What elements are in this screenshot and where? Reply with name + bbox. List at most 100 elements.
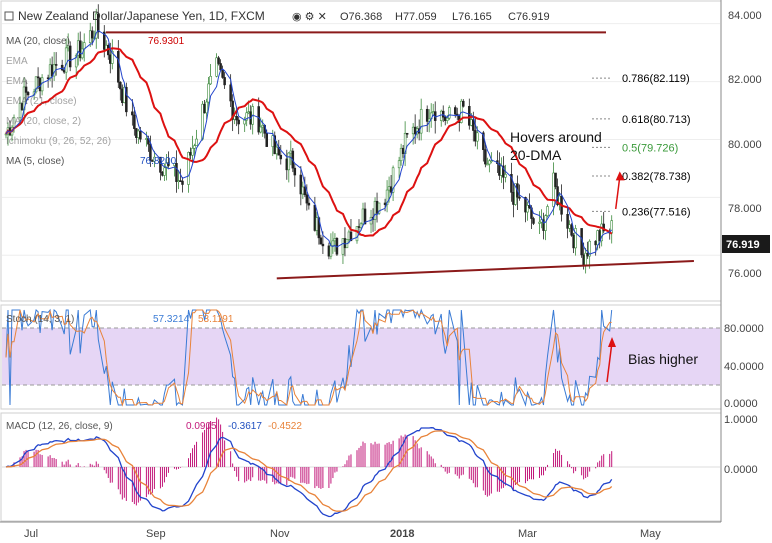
macd-tick-0: 0.0000 bbox=[724, 464, 758, 476]
candle-body bbox=[584, 252, 587, 266]
candle-body bbox=[119, 81, 122, 90]
candle-body bbox=[462, 100, 465, 107]
candle-body bbox=[97, 13, 100, 33]
macd-tick-1: 1.0000 bbox=[724, 414, 758, 426]
candle-body bbox=[261, 125, 264, 128]
candle-body bbox=[363, 208, 367, 225]
fib-level-label: 0.618(80.713) bbox=[622, 114, 691, 126]
candle-body bbox=[305, 194, 309, 204]
candle-body bbox=[439, 110, 443, 121]
candle-body bbox=[596, 230, 599, 246]
candle-body bbox=[167, 162, 170, 166]
eye-icon[interactable]: ◉ ⚙ ✕ bbox=[292, 11, 327, 23]
candle-body bbox=[419, 108, 423, 134]
candle-body bbox=[504, 174, 507, 178]
candle-body bbox=[62, 69, 66, 73]
candle-body bbox=[329, 245, 333, 257]
candle-body bbox=[401, 147, 405, 154]
candle-body bbox=[333, 238, 337, 242]
candle-body bbox=[454, 107, 457, 115]
candle-body bbox=[468, 106, 471, 126]
candle-body bbox=[375, 200, 379, 214]
candle-body bbox=[175, 163, 178, 182]
indicator-ema21-label[interactable]: EMA (21, close) bbox=[6, 96, 77, 107]
candle-body bbox=[341, 238, 345, 255]
indicator-ichimoku-label[interactable]: Ichimoku (9, 26, 52, 26) bbox=[6, 136, 111, 147]
candle-body bbox=[68, 45, 72, 68]
candle-body bbox=[582, 254, 585, 266]
candle-body bbox=[139, 130, 142, 140]
indicator-ma20-label[interactable]: MA (20, close) bbox=[6, 36, 70, 47]
candle-body bbox=[574, 228, 577, 249]
candle-body bbox=[135, 128, 138, 138]
candle-body bbox=[221, 69, 224, 78]
stoch-band bbox=[2, 328, 720, 385]
candle-body bbox=[315, 217, 319, 231]
indicator-ema2-label[interactable]: EMA bbox=[6, 76, 28, 87]
fib-level-label: 0.5(79.726) bbox=[622, 142, 678, 154]
price-arrow-head bbox=[615, 171, 625, 181]
candle-body bbox=[588, 240, 591, 257]
candle-body bbox=[572, 234, 575, 249]
candle-body bbox=[285, 158, 289, 171]
candle-body bbox=[538, 221, 541, 224]
candle-body bbox=[552, 172, 555, 207]
candle-body bbox=[36, 76, 40, 79]
candle-body bbox=[361, 208, 365, 225]
candle-body bbox=[231, 100, 234, 120]
candle-body bbox=[103, 31, 106, 50]
indicator-ma20-value: 76.9301 bbox=[148, 36, 185, 47]
candle-body bbox=[18, 102, 22, 119]
candle-body bbox=[299, 174, 303, 195]
time-label-jul: Jul bbox=[24, 528, 38, 540]
candle-body bbox=[397, 160, 401, 169]
candle-body bbox=[399, 147, 403, 162]
candle-body bbox=[443, 116, 447, 121]
indicator-ema1-label[interactable]: EMA bbox=[6, 56, 28, 67]
candle-body bbox=[488, 160, 491, 165]
candle-body bbox=[189, 152, 192, 156]
candle-body bbox=[237, 119, 240, 125]
candle-body bbox=[445, 117, 449, 121]
candle-body bbox=[137, 130, 140, 138]
ma20-line bbox=[5, 47, 613, 238]
candle-body bbox=[568, 224, 571, 229]
fib-level-label: 0.236(77.516) bbox=[622, 206, 691, 218]
candle-body bbox=[64, 47, 68, 73]
candle-body bbox=[447, 107, 451, 119]
ohlc-open: O76.368 bbox=[340, 11, 382, 23]
last-price-tag bbox=[722, 235, 770, 253]
macd-line bbox=[5, 427, 613, 518]
candle-body bbox=[347, 231, 351, 240]
candle-body bbox=[383, 202, 387, 205]
stoch-label[interactable]: Stoch (14, 3, 1) bbox=[6, 314, 74, 325]
candle-body bbox=[223, 77, 226, 86]
macd-label[interactable]: MACD (12, 26, close, 9) bbox=[6, 421, 113, 432]
candle-body bbox=[191, 147, 194, 156]
candle-body bbox=[207, 83, 210, 103]
candle-body bbox=[60, 64, 64, 71]
candle-body bbox=[34, 76, 38, 93]
candle-body bbox=[271, 135, 275, 147]
candle-body bbox=[233, 115, 236, 120]
candle-body bbox=[327, 245, 331, 257]
indicator-ma5-label[interactable]: MA (5, close) bbox=[6, 156, 64, 167]
candle-body bbox=[245, 112, 248, 121]
candle-body bbox=[405, 132, 409, 135]
candle-body bbox=[145, 138, 148, 140]
candle-body bbox=[441, 110, 445, 118]
candle-body bbox=[387, 186, 391, 191]
candle-body bbox=[594, 240, 597, 246]
fibonacci-levels: 0.786(82.119) 0.618(80.713) 0.5(79.726) 0.3… bbox=[592, 73, 691, 218]
candle-body bbox=[273, 135, 277, 155]
candle-body bbox=[109, 54, 112, 64]
time-label-sep: Sep bbox=[146, 528, 166, 540]
candle-body bbox=[163, 167, 166, 176]
collapse-icon[interactable] bbox=[4, 11, 14, 21]
candle-body bbox=[377, 202, 381, 214]
candle-body bbox=[203, 103, 206, 114]
indicator-ma20c2-label[interactable]: MA (20, close, 2) bbox=[6, 116, 81, 127]
macd-hist-value: 0.0905 bbox=[186, 421, 217, 432]
candle-body bbox=[229, 84, 232, 102]
stoch-d-line bbox=[5, 309, 612, 407]
